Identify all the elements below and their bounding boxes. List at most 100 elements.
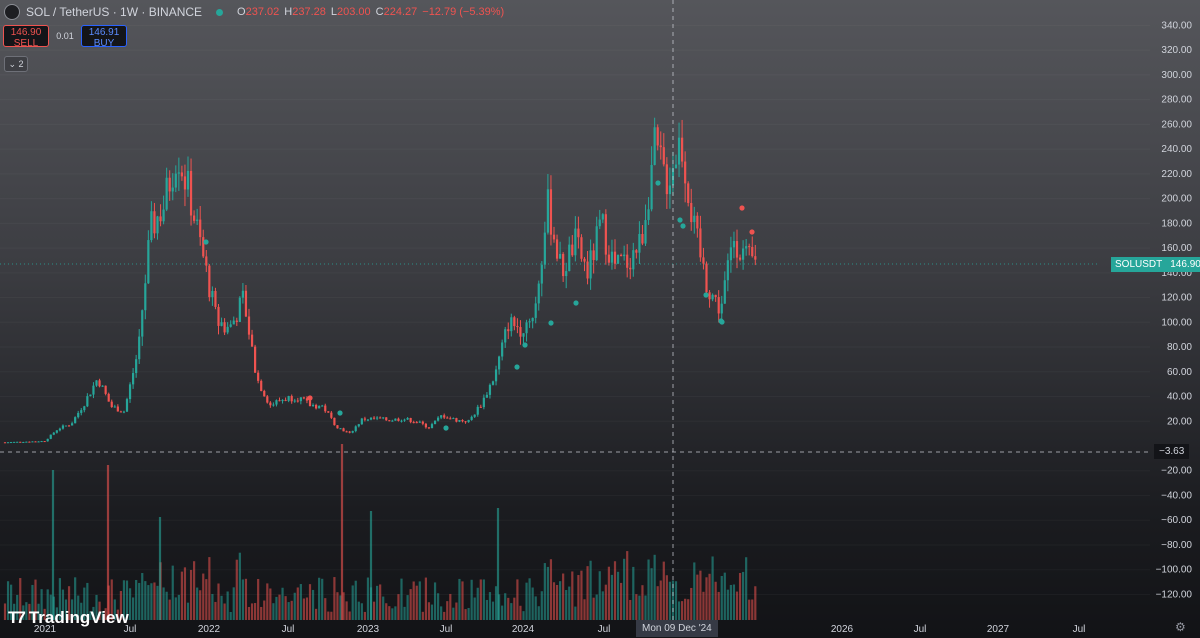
volume-bar (568, 586, 571, 620)
y-tick-label: −40.00 (1161, 490, 1192, 501)
volume-bar (290, 600, 293, 620)
volume-bar (540, 591, 543, 620)
candle-body (31, 441, 34, 443)
candle-body (729, 247, 732, 261)
candle-body (693, 215, 696, 223)
volume-bar (476, 587, 479, 620)
volume-bar (501, 605, 504, 620)
candle-body (732, 241, 736, 248)
candle-body (13, 441, 16, 443)
tradingview-logo[interactable]: T7 TradingView (8, 608, 129, 628)
volume-bar (266, 583, 269, 620)
volume-bar (549, 559, 553, 620)
indicators-toggle-button[interactable]: ⌄ 2 (4, 56, 28, 72)
x-tick-label: 2021 (34, 624, 57, 635)
volume-bar (748, 599, 751, 620)
candle-body (616, 254, 620, 264)
signal-dot (337, 410, 343, 416)
volume-bar (379, 584, 382, 620)
candle-body (376, 417, 379, 419)
y-tick-label: −60.00 (1161, 515, 1192, 526)
volume-bar (339, 595, 342, 620)
candle-body (647, 209, 650, 221)
x-tick-label: Jul (440, 624, 453, 635)
candle-body (122, 411, 126, 413)
crosshair-price-label: −3.63 (1154, 444, 1190, 459)
volume-bar (263, 600, 266, 620)
volume-bar (427, 602, 431, 620)
volume-bar (333, 577, 336, 620)
candle-body (659, 145, 662, 148)
volume-bar (662, 561, 665, 620)
volume-bar (754, 586, 757, 620)
candle-body (555, 239, 559, 259)
volume-bar (687, 599, 690, 620)
candle-body (360, 418, 363, 425)
volume-bar (598, 571, 601, 620)
volume-bar (659, 580, 662, 620)
candle-body (638, 233, 641, 253)
symbol-title[interactable]: SOL / TetherUS · 1W · BINANCE (26, 5, 203, 19)
volume-bar (37, 603, 40, 620)
volume-bar (711, 556, 714, 620)
volume-bar (269, 588, 272, 620)
candle-body (257, 372, 260, 381)
candle-body (589, 250, 592, 279)
candle-body (119, 411, 122, 413)
candle-body (528, 321, 531, 323)
volume-bar (311, 589, 315, 620)
candle-body (626, 254, 629, 268)
candle-body (324, 405, 327, 412)
candle-body (16, 441, 19, 443)
y-tick-label: −80.00 (1161, 540, 1192, 551)
volume-bar (674, 581, 678, 620)
volume-bar (433, 582, 437, 620)
volume-bar (742, 571, 745, 620)
volume-bar (580, 570, 583, 620)
volume-bar (552, 582, 556, 620)
volume-bar (6, 581, 10, 620)
candle-body (433, 420, 437, 425)
volume-bar (452, 607, 455, 620)
candle-body (574, 228, 577, 256)
candle-body (22, 441, 25, 443)
volume-bar (51, 470, 55, 620)
volume-bar (647, 559, 650, 620)
current-price-tag: SOLUSDT 146.90 (1111, 257, 1200, 272)
settings-gear-icon[interactable]: ⚙ (1175, 620, 1186, 634)
candle-body (565, 271, 568, 277)
volume-bar (620, 582, 623, 620)
volume-bar (641, 585, 644, 620)
candle-body (534, 303, 537, 318)
volume-bar (577, 575, 580, 620)
candle-body (540, 264, 543, 284)
sell-button[interactable]: 146.90 SELL (3, 25, 49, 49)
volume-bar (461, 581, 464, 620)
volume-bar (360, 603, 363, 620)
volume-bar (254, 603, 257, 620)
candle-body (351, 430, 354, 433)
price-tag-value: 146.90 (1166, 257, 1200, 272)
volume-bar (693, 562, 696, 620)
candle-body (159, 216, 162, 222)
candle-body (482, 397, 485, 408)
buy-button[interactable]: 146.91 BUY (81, 25, 127, 49)
volume-bar (125, 580, 129, 620)
volume-bar (67, 586, 71, 620)
candle-body (702, 257, 705, 264)
volume-bar (345, 601, 348, 620)
candle-body (543, 232, 546, 265)
volume-bar (247, 606, 251, 620)
candle-body (308, 400, 312, 406)
candle-body (488, 384, 492, 395)
volume-bar (525, 582, 528, 620)
candle-body (412, 422, 415, 424)
candle-body (211, 290, 214, 298)
volume-bar (372, 601, 376, 620)
volume-bar (537, 606, 540, 620)
volume-bar (385, 603, 388, 620)
candle-body (235, 320, 238, 322)
volume-bar (604, 584, 607, 620)
candle-body (601, 214, 604, 220)
